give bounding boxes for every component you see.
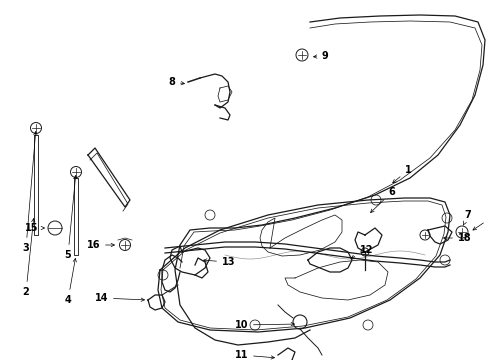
Text: 3: 3 — [22, 131, 37, 253]
Text: 12: 12 — [350, 245, 373, 258]
Text: 5: 5 — [64, 176, 77, 260]
Text: 2: 2 — [22, 219, 35, 297]
Text: 10: 10 — [234, 320, 294, 330]
Text: 7: 7 — [462, 210, 470, 225]
Text: 4: 4 — [64, 258, 76, 305]
Text: 11: 11 — [234, 350, 274, 360]
Text: 14: 14 — [94, 293, 144, 303]
Text: 13: 13 — [203, 257, 235, 267]
Text: 15: 15 — [24, 223, 44, 233]
Text: 18: 18 — [443, 233, 470, 243]
Text: 16: 16 — [86, 240, 114, 250]
Text: 6: 6 — [370, 187, 395, 212]
Text: 9: 9 — [313, 51, 328, 61]
Text: 8: 8 — [168, 77, 184, 87]
Text: 17: 17 — [472, 210, 488, 230]
Text: 1: 1 — [392, 165, 411, 183]
